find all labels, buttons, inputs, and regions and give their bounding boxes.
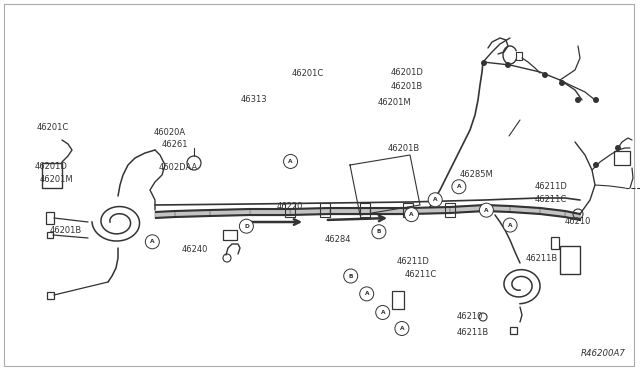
Circle shape [593, 162, 599, 168]
Text: 46240: 46240 [182, 245, 208, 254]
Polygon shape [510, 206, 540, 214]
Circle shape [481, 60, 487, 66]
Text: 46201B: 46201B [388, 144, 420, 153]
Bar [223, 230, 237, 240]
Circle shape [542, 72, 548, 78]
Text: A: A [150, 239, 155, 244]
Text: A: A [288, 159, 293, 164]
Text: 46220: 46220 [276, 202, 303, 211]
Bar [403, 203, 413, 217]
Circle shape [360, 287, 374, 301]
Circle shape [505, 62, 511, 68]
Text: 46211B: 46211B [526, 254, 558, 263]
Text: 46201M: 46201M [378, 98, 412, 107]
Polygon shape [210, 209, 250, 216]
Text: 46210: 46210 [564, 217, 591, 226]
Polygon shape [370, 208, 410, 214]
Text: 46211C: 46211C [534, 195, 566, 204]
Text: 46211D: 46211D [534, 182, 567, 191]
Text: 46201M: 46201M [40, 175, 74, 184]
Text: 46261: 46261 [162, 140, 188, 149]
Bar [46, 212, 54, 224]
Polygon shape [485, 205, 510, 212]
Circle shape [615, 145, 621, 151]
Bar [392, 291, 404, 309]
Circle shape [376, 305, 390, 320]
Polygon shape [330, 208, 370, 214]
Bar [445, 203, 455, 217]
Bar [516, 52, 522, 60]
Polygon shape [155, 211, 175, 218]
Bar [42, 163, 62, 187]
Text: B: B [377, 229, 381, 234]
Text: 46211B: 46211B [456, 328, 488, 337]
Bar [360, 203, 370, 217]
Circle shape [344, 269, 358, 283]
Text: 46201D: 46201D [390, 68, 423, 77]
Circle shape [145, 235, 159, 249]
Circle shape [428, 193, 442, 207]
Text: A: A [508, 222, 513, 228]
Polygon shape [175, 210, 210, 217]
Text: A: A [380, 310, 385, 315]
Bar [47, 292, 54, 298]
Circle shape [593, 97, 599, 103]
Polygon shape [410, 207, 450, 214]
Circle shape [284, 154, 298, 169]
Bar [614, 151, 630, 165]
Bar [320, 203, 330, 217]
Text: 46020A: 46020A [154, 128, 186, 137]
Text: A: A [456, 184, 461, 189]
Circle shape [404, 208, 419, 222]
Text: 46201B: 46201B [50, 226, 82, 235]
Polygon shape [290, 208, 330, 215]
Bar [47, 232, 53, 238]
Text: 46201D: 46201D [35, 162, 67, 171]
Circle shape [239, 219, 253, 233]
Text: 4602DAA: 4602DAA [159, 163, 198, 172]
Text: A: A [433, 197, 438, 202]
Bar [551, 237, 559, 249]
Polygon shape [540, 208, 565, 217]
Text: A: A [399, 326, 404, 331]
Circle shape [452, 180, 466, 194]
Text: 46285M: 46285M [460, 170, 493, 179]
Text: 46201C: 46201C [291, 69, 323, 78]
Circle shape [479, 203, 493, 217]
Bar [285, 203, 295, 217]
Text: 46211D: 46211D [397, 257, 429, 266]
Text: D: D [244, 224, 249, 229]
Text: 46211C: 46211C [404, 270, 436, 279]
Text: 46201B: 46201B [390, 82, 422, 91]
Text: 46210: 46210 [456, 312, 483, 321]
Text: 46313: 46313 [241, 95, 268, 104]
Text: A: A [484, 208, 489, 213]
Text: A: A [409, 212, 414, 217]
Text: A: A [364, 291, 369, 296]
Bar [509, 327, 516, 334]
Circle shape [559, 80, 565, 86]
Text: 46284: 46284 [325, 235, 351, 244]
Polygon shape [450, 205, 485, 213]
Polygon shape [250, 209, 290, 215]
Circle shape [503, 218, 517, 232]
Text: 46201C: 46201C [37, 123, 69, 132]
Bar [560, 246, 580, 274]
Polygon shape [565, 211, 580, 220]
Text: B: B [349, 273, 353, 279]
Text: R46200A7: R46200A7 [581, 349, 626, 358]
Circle shape [372, 225, 386, 239]
Circle shape [575, 97, 581, 103]
Circle shape [395, 321, 409, 336]
